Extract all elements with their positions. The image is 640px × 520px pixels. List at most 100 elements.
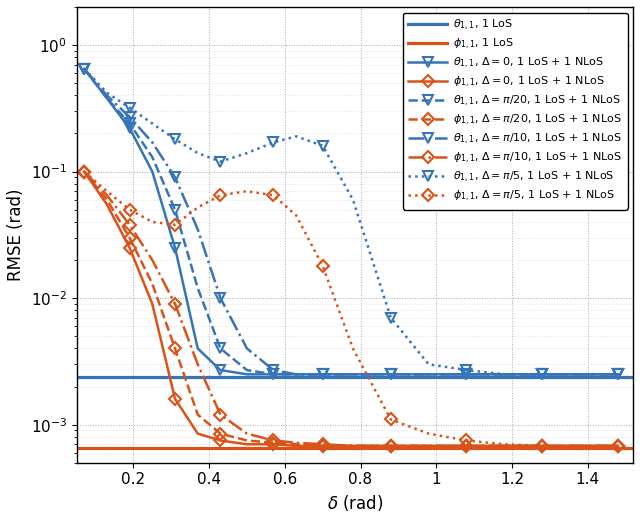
$\phi_{1,1}$, $\Delta = \pi/10$, 1 LoS + 1 NLoS [125,222,133,228]
$\theta_{1,1}$, $\Delta = \pi/10$, 1 LoS + 1 NLoS [103,92,111,98]
$\phi_{1,1}$, $\Delta = \pi/20$, 1 LoS + 1 NLoS [125,235,133,241]
Line: $\theta_{1,1}$, $\Delta = \pi/5$, 1 LoS + 1 NLoS: $\theta_{1,1}$, $\Delta = \pi/5$, 1 LoS … [79,64,623,379]
$\phi_{1,1}$, $\Delta = 0$, 1 LoS + 1 NLoS [269,441,277,447]
$\theta_{1,1}$, $\Delta = \pi/5$, 1 LoS + 1 NLoS [319,142,326,149]
$\theta_{1,1}$, $\Delta = \pi/10$, 1 LoS + 1 NLoS [81,66,88,72]
$\theta_{1,1}$, $\Delta = \pi/5$, 1 LoS + 1 NLoS [148,120,156,126]
$\theta_{1,1}$, $\Delta = 0$, 1 LoS + 1 NLoS [614,371,621,378]
$\theta_{1,1}$, $\Delta = \pi/5$, 1 LoS + 1 NLoS [292,133,300,139]
Line: $\phi_{1,1}$, $\Delta = \pi/20$, 1 LoS + 1 NLoS: $\phi_{1,1}$, $\Delta = \pi/20$, 1 LoS +… [80,167,622,450]
$\phi_{1,1}$, $\Delta = \pi/20$, 1 LoS + 1 NLoS [269,439,277,446]
$\theta_{1,1}$, $\Delta = \pi/20$, 1 LoS + 1 NLoS [292,371,300,378]
$\theta_{1,1}$, $\Delta = \pi/20$, 1 LoS + 1 NLoS [538,371,546,378]
$\phi_{1,1}$, $\Delta = \pi/20$, 1 LoS + 1 NLoS [171,345,179,352]
$\theta_{1,1}$, $\Delta = \pi/5$, 1 LoS + 1 NLoS [269,139,277,146]
$\theta_{1,1}$, $\Delta = \pi/20$, 1 LoS + 1 NLoS [243,367,251,373]
$\theta_{1,1}$, $\Delta = 0$, 1 LoS + 1 NLoS [125,125,133,132]
$\theta_{1,1}$, $\Delta = \pi/5$, 1 LoS + 1 NLoS [576,371,584,378]
$\theta_{1,1}$, $\Delta = \pi/20$, 1 LoS + 1 NLoS [216,345,224,352]
$\phi_{1,1}$, $\Delta = \pi/5$, 1 LoS + 1 NLoS [292,212,300,218]
$\phi_{1,1}$, $\Delta = \pi/5$, 1 LoS + 1 NLoS [243,188,251,194]
$\theta_{1,1}$, $\Delta = \pi/5$, 1 LoS + 1 NLoS [349,197,356,203]
$\theta_{1,1}$, $\Delta = \pi/20$, 1 LoS + 1 NLoS [349,371,356,378]
$\theta_{1,1}$, 1 LoS [54,373,61,380]
$\phi_{1,1}$, $\Delta = \pi/5$, 1 LoS + 1 NLoS [349,345,356,352]
$\theta_{1,1}$, $\Delta = \pi/5$, 1 LoS + 1 NLoS [538,371,546,378]
$\phi_{1,1}$, $\Delta = \pi/20$, 1 LoS + 1 NLoS [425,443,433,449]
$\phi_{1,1}$, $\Delta = \pi/10$, 1 LoS + 1 NLoS [269,437,277,444]
$\phi_{1,1}$, $\Delta = \pi/5$, 1 LoS + 1 NLoS [81,168,88,175]
Y-axis label: RMSE (rad): RMSE (rad) [7,189,25,281]
$\phi_{1,1}$, $\Delta = \pi/5$, 1 LoS + 1 NLoS [500,441,508,447]
$\phi_{1,1}$, $\Delta = \pi/20$, 1 LoS + 1 NLoS [576,443,584,449]
$\theta_{1,1}$, $\Delta = \pi/5$, 1 LoS + 1 NLoS [194,150,202,156]
$\phi_{1,1}$, $\Delta = \pi/5$, 1 LoS + 1 NLoS [463,437,470,444]
$\phi_{1,1}$, $\Delta = 0$, 1 LoS + 1 NLoS [103,201,111,207]
$\phi_{1,1}$, $\Delta = 0$, 1 LoS + 1 NLoS [387,443,395,449]
$\phi_{1,1}$, $\Delta = \pi/10$, 1 LoS + 1 NLoS [425,443,433,449]
$\phi_{1,1}$, $\Delta = \pi/5$, 1 LoS + 1 NLoS [171,222,179,228]
$\phi_{1,1}$, $\Delta = \pi/20$, 1 LoS + 1 NLoS [349,443,356,449]
$\phi_{1,1}$, $\Delta = \pi/10$, 1 LoS + 1 NLoS [387,443,395,449]
$\phi_{1,1}$, $\Delta = \pi/10$, 1 LoS + 1 NLoS [576,443,584,449]
$\theta_{1,1}$, $\Delta = \pi/20$, 1 LoS + 1 NLoS [576,371,584,378]
$\phi_{1,1}$, $\Delta = \pi/20$, 1 LoS + 1 NLoS [194,411,202,418]
$\theta_{1,1}$, $\Delta = \pi/10$, 1 LoS + 1 NLoS [576,371,584,378]
$\phi_{1,1}$, $\Delta = \pi/5$, 1 LoS + 1 NLoS [103,188,111,194]
$\theta_{1,1}$, $\Delta = 0$, 1 LoS + 1 NLoS [148,168,156,175]
$\theta_{1,1}$, $\Delta = 0$, 1 LoS + 1 NLoS [319,371,326,378]
$\theta_{1,1}$, $\Delta = 0$, 1 LoS + 1 NLoS [538,371,546,378]
$\phi_{1,1}$, $\Delta = 0$, 1 LoS + 1 NLoS [319,443,326,449]
$\phi_{1,1}$, $\Delta = \pi/5$, 1 LoS + 1 NLoS [269,192,277,199]
$\phi_{1,1}$, $\Delta = \pi/10$, 1 LoS + 1 NLoS [500,443,508,449]
$\phi_{1,1}$, $\Delta = \pi/5$, 1 LoS + 1 NLoS [425,431,433,437]
$\theta_{1,1}$, $\Delta = \pi/10$, 1 LoS + 1 NLoS [171,174,179,180]
Line: $\phi_{1,1}$, $\Delta = \pi/10$, 1 LoS + 1 NLoS: $\phi_{1,1}$, $\Delta = \pi/10$, 1 LoS +… [80,167,622,450]
$\theta_{1,1}$, $\Delta = 0$, 1 LoS + 1 NLoS [216,367,224,373]
$\theta_{1,1}$, $\Delta = \pi/20$, 1 LoS + 1 NLoS [103,95,111,101]
Line: $\phi_{1,1}$, $\Delta = \pi/5$, 1 LoS + 1 NLoS: $\phi_{1,1}$, $\Delta = \pi/5$, 1 LoS + … [80,167,622,450]
$\phi_{1,1}$, $\Delta = \pi/5$, 1 LoS + 1 NLoS [614,443,621,449]
$\phi_{1,1}$, $\Delta = 0$, 1 LoS + 1 NLoS [243,441,251,447]
$\phi_{1,1}$, 1 LoS [54,445,61,451]
$\theta_{1,1}$, $\Delta = \pi/5$, 1 LoS + 1 NLoS [387,315,395,321]
$\phi_{1,1}$, $\Delta = \pi/5$, 1 LoS + 1 NLoS [216,192,224,199]
$\phi_{1,1}$, $\Delta = 0$, 1 LoS + 1 NLoS [538,443,546,449]
$\theta_{1,1}$, $\Delta = \pi/20$, 1 LoS + 1 NLoS [148,154,156,160]
$\theta_{1,1}$, $\Delta = \pi/5$, 1 LoS + 1 NLoS [171,136,179,142]
$\phi_{1,1}$, $\Delta = 0$, 1 LoS + 1 NLoS [216,437,224,444]
$\theta_{1,1}$, $\Delta = 0$, 1 LoS + 1 NLoS [425,371,433,378]
$\theta_{1,1}$, $\Delta = \pi/20$, 1 LoS + 1 NLoS [387,371,395,378]
$\phi_{1,1}$, $\Delta = \pi/20$, 1 LoS + 1 NLoS [216,431,224,437]
$\theta_{1,1}$, $\Delta = \pi/10$, 1 LoS + 1 NLoS [243,345,251,352]
Line: $\theta_{1,1}$, $\Delta = \pi/10$, 1 LoS + 1 NLoS: $\theta_{1,1}$, $\Delta = \pi/10$, 1 LoS… [79,64,623,379]
$\theta_{1,1}$, $\Delta = \pi/10$, 1 LoS + 1 NLoS [425,371,433,378]
$\theta_{1,1}$, $\Delta = 0$, 1 LoS + 1 NLoS [171,244,179,251]
$\phi_{1,1}$, $\Delta = \pi/10$, 1 LoS + 1 NLoS [463,443,470,449]
$\phi_{1,1}$, $\Delta = 0$, 1 LoS + 1 NLoS [500,443,508,449]
$\phi_{1,1}$, $\Delta = \pi/5$, 1 LoS + 1 NLoS [319,263,326,269]
$\phi_{1,1}$, $\Delta = 0$, 1 LoS + 1 NLoS [194,431,202,437]
$\phi_{1,1}$, $\Delta = \pi/20$, 1 LoS + 1 NLoS [319,443,326,449]
$\theta_{1,1}$, $\Delta = 0$, 1 LoS + 1 NLoS [387,371,395,378]
$\theta_{1,1}$, $\Delta = \pi/5$, 1 LoS + 1 NLoS [500,371,508,378]
$\phi_{1,1}$, $\Delta = 0$, 1 LoS + 1 NLoS [81,168,88,175]
$\theta_{1,1}$, $\Delta = \pi/5$, 1 LoS + 1 NLoS [216,159,224,165]
$\phi_{1,1}$, $\Delta = 0$, 1 LoS + 1 NLoS [349,443,356,449]
$\phi_{1,1}$, $\Delta = \pi/5$, 1 LoS + 1 NLoS [576,443,584,449]
$\theta_{1,1}$, $\Delta = \pi/10$, 1 LoS + 1 NLoS [387,371,395,378]
$\theta_{1,1}$, $\Delta = \pi/20$, 1 LoS + 1 NLoS [319,371,326,378]
$\phi_{1,1}$, $\Delta = \pi/20$, 1 LoS + 1 NLoS [243,437,251,444]
$\theta_{1,1}$, $\Delta = 0$, 1 LoS + 1 NLoS [463,371,470,378]
$\phi_{1,1}$, $\Delta = 0$, 1 LoS + 1 NLoS [171,396,179,402]
$\theta_{1,1}$, $\Delta = \pi/10$, 1 LoS + 1 NLoS [538,371,546,378]
$\theta_{1,1}$, $\Delta = \pi/10$, 1 LoS + 1 NLoS [463,371,470,378]
$\phi_{1,1}$, $\Delta = 0$, 1 LoS + 1 NLoS [125,244,133,251]
$\theta_{1,1}$, $\Delta = \pi/5$, 1 LoS + 1 NLoS [425,361,433,368]
$\phi_{1,1}$, $\Delta = \pi/10$, 1 LoS + 1 NLoS [349,443,356,449]
$\phi_{1,1}$, $\Delta = 0$, 1 LoS + 1 NLoS [148,301,156,307]
$\phi_{1,1}$, $\Delta = \pi/5$, 1 LoS + 1 NLoS [387,417,395,423]
$\phi_{1,1}$, $\Delta = \pi/10$, 1 LoS + 1 NLoS [292,439,300,446]
$\phi_{1,1}$, $\Delta = 0$, 1 LoS + 1 NLoS [425,443,433,449]
$\theta_{1,1}$, $\Delta = \pi/5$, 1 LoS + 1 NLoS [243,150,251,156]
